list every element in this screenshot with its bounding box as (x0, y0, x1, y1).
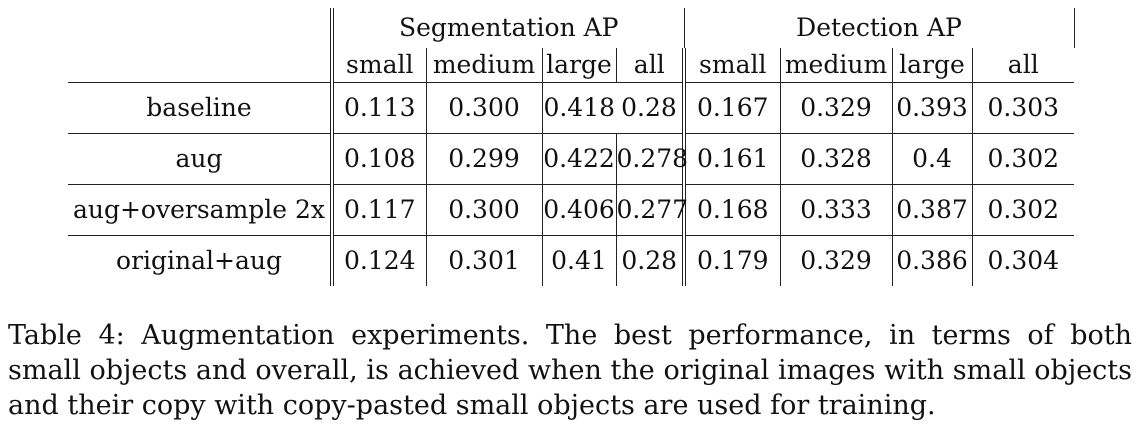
cell-det-large: 0.393 (891, 82, 973, 134)
table-row: original+aug 0.124 0.301 0.41 0.28 0.179… (68, 235, 1075, 286)
col-header-det-all: all (971, 48, 1075, 83)
cell-seg-large: 0.41 (541, 235, 616, 286)
col-header-det-medium: medium (779, 48, 892, 83)
cell-det-large: 0.386 (891, 235, 973, 286)
cell-det-all: 0.302 (972, 184, 1075, 236)
results-table-container: Segmentation AP Detection AP small mediu… (68, 8, 1075, 286)
cell-seg-all: 0.28 (616, 82, 684, 134)
row-name: baseline (68, 82, 332, 134)
cell-seg-medium: 0.300 (426, 184, 542, 236)
cell-det-large: 0.387 (891, 184, 973, 236)
cell-seg-small: 0.108 (330, 133, 427, 185)
augmentation-results-table: Segmentation AP Detection AP small mediu… (68, 8, 1075, 286)
corner-cell (68, 48, 332, 83)
cell-det-small: 0.167 (682, 82, 781, 134)
col-header-det-large: large (891, 48, 972, 83)
col-header-seg-large: large (541, 48, 616, 83)
cell-seg-medium: 0.301 (426, 235, 542, 286)
cell-det-medium: 0.333 (780, 184, 892, 236)
cell-seg-medium: 0.299 (426, 133, 542, 185)
cell-seg-medium: 0.300 (426, 82, 542, 134)
cell-det-large: 0.4 (891, 133, 973, 185)
segmentation-group-header: Segmentation AP (330, 8, 684, 48)
cell-seg-small: 0.117 (330, 184, 427, 236)
col-header-seg-small: small (330, 48, 426, 83)
cell-seg-small: 0.113 (330, 82, 427, 134)
cell-seg-small: 0.124 (330, 235, 427, 286)
row-name: original+aug (68, 235, 332, 286)
cell-det-all: 0.302 (972, 133, 1075, 185)
cell-seg-large: 0.418 (541, 82, 616, 134)
cell-seg-all: 0.278 (616, 133, 688, 185)
group-header-row: Segmentation AP Detection AP (68, 8, 1075, 48)
cell-det-all: 0.303 (972, 82, 1075, 134)
col-header-seg-all: all (615, 48, 684, 83)
subheader-row: small medium large all small medium larg… (68, 48, 1075, 83)
row-name: aug (68, 133, 332, 185)
row-name: aug+oversample 2x (68, 184, 332, 236)
table-row: aug 0.108 0.299 0.422 0.278 0.161 0.328 … (68, 133, 1075, 185)
table-row: aug+oversample 2x 0.117 0.300 0.406 0.27… (68, 184, 1075, 236)
table-row: baseline 0.113 0.300 0.418 0.28 0.167 0.… (68, 82, 1075, 134)
cell-det-small: 0.179 (682, 235, 781, 286)
cell-det-all: 0.304 (972, 235, 1075, 286)
col-header-seg-medium: medium (425, 48, 542, 83)
table-caption: Table 4: Augmentation experiments. The b… (8, 320, 1132, 421)
cell-seg-all: 0.28 (615, 235, 684, 286)
col-header-det-small: small (682, 48, 780, 83)
cell-seg-large: 0.422 (541, 133, 617, 185)
cell-det-small: 0.168 (682, 184, 781, 236)
cell-seg-all: 0.277 (616, 184, 688, 236)
cell-det-medium: 0.329 (780, 82, 892, 134)
cell-det-small: 0.161 (682, 133, 781, 185)
corner-cell (68, 8, 332, 48)
cell-det-medium: 0.329 (780, 235, 892, 286)
cell-seg-large: 0.406 (541, 184, 617, 236)
cell-det-medium: 0.328 (780, 133, 892, 185)
detection-group-header: Detection AP (683, 8, 1075, 48)
